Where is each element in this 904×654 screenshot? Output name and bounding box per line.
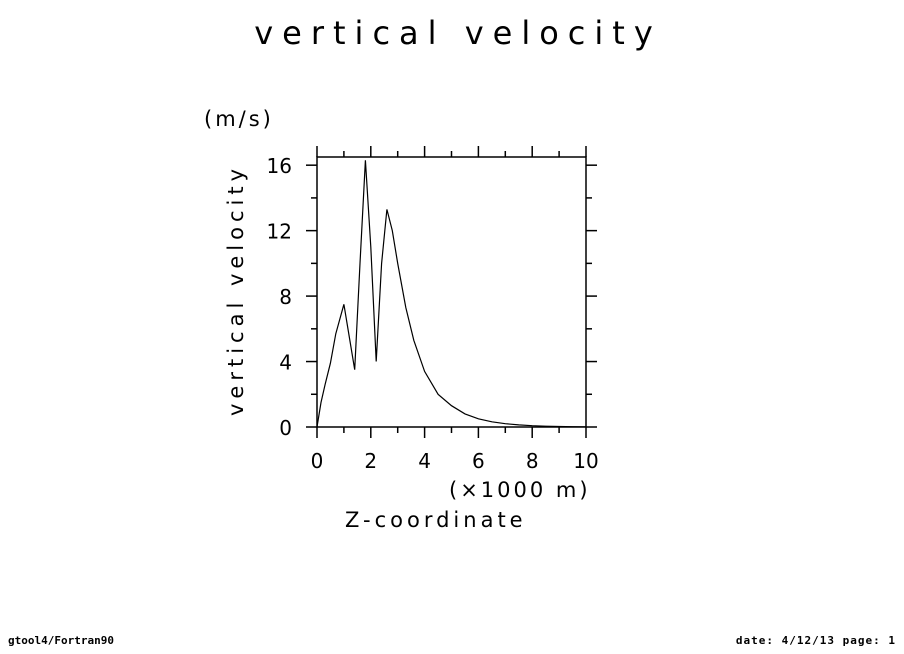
plot-frame bbox=[316, 156, 587, 428]
axis-ticks bbox=[306, 146, 597, 438]
footer-left: gtool4/Fortran90 bbox=[8, 634, 114, 647]
x-tick-label: 8 bbox=[526, 449, 539, 473]
chart-title: vertical velocity bbox=[254, 14, 662, 52]
x-axis-label: Z-coordinate bbox=[345, 508, 527, 532]
x-tick-label: 6 bbox=[472, 449, 485, 473]
y-tick-label: 8 bbox=[279, 285, 292, 309]
y-tick-label: 0 bbox=[279, 416, 292, 440]
x-tick-label: 4 bbox=[418, 449, 431, 473]
x-tick-label: 2 bbox=[364, 449, 377, 473]
footer-date-page: date: 4/12/13 page: 1 bbox=[735, 634, 896, 647]
tick-labels: 0 2 4 6 8 10 0 4 8 12 16 bbox=[267, 154, 599, 473]
y-tick-label: 4 bbox=[279, 351, 292, 375]
series-line bbox=[316, 160, 587, 428]
y-tick-label: 12 bbox=[267, 220, 292, 244]
x-tick-label: 10 bbox=[573, 449, 598, 473]
x-tick-label: 0 bbox=[311, 449, 324, 473]
y-tick-label: 16 bbox=[267, 154, 292, 178]
y-axis-unit: (m/s) bbox=[204, 107, 274, 131]
x-axis-unit: (×1000 m) bbox=[449, 478, 591, 502]
